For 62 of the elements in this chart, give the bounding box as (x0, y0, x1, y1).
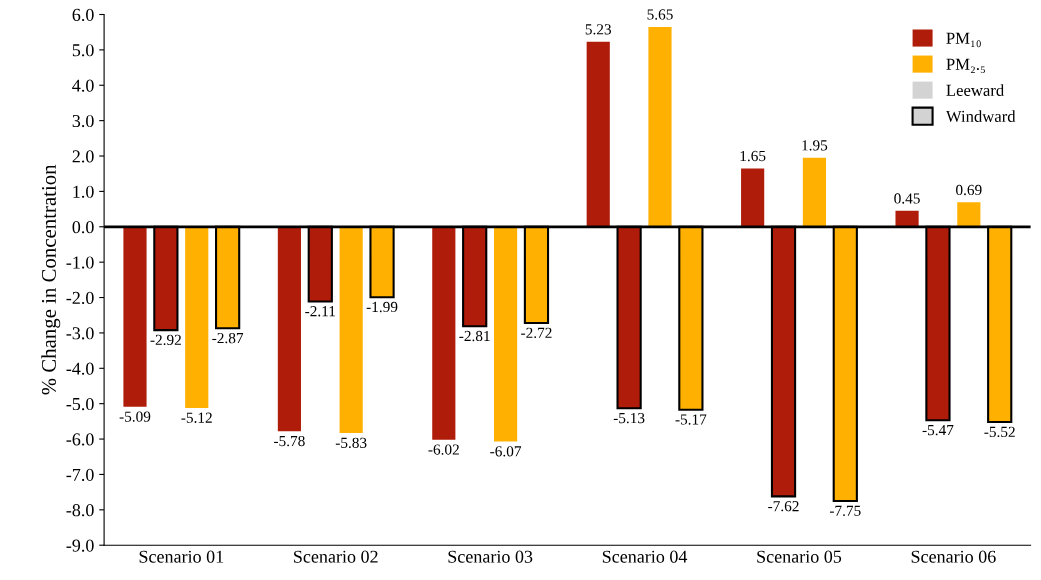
y-tick-label: -1.0 (66, 256, 94, 269)
bar (586, 41, 610, 227)
data-label: -5.78 (274, 435, 305, 447)
y-tick-label: 5.0 (72, 44, 94, 57)
data-label: 0.69 (956, 184, 982, 196)
data-label: -5.47 (922, 425, 954, 436)
data-label: 5.65 (647, 9, 673, 20)
data-label: -2.11 (305, 306, 335, 317)
bar (277, 226, 301, 432)
data-label: -2.81 (459, 330, 490, 342)
y-tick-label: -2.0 (66, 291, 94, 305)
x-tick-label: Scenario 05 (757, 550, 842, 563)
y-tick-label: -4.0 (66, 362, 94, 375)
bar (432, 226, 456, 440)
data-label: -6.02 (428, 444, 459, 455)
x-tick-label: Scenario 01 (139, 550, 224, 563)
bar (648, 26, 672, 227)
bar (802, 157, 826, 227)
y-tick-label: -6.0 (66, 433, 94, 446)
data-label: -7.62 (768, 501, 799, 512)
data-label: -1.99 (366, 301, 398, 313)
data-label: -5.17 (675, 414, 707, 425)
x-tick-label: Scenario 06 (911, 550, 996, 563)
y-axis-title: % Change in Concentration (41, 164, 61, 395)
y-tick-label: -9.0 (66, 539, 94, 552)
x-tick-label: Scenario 04 (602, 550, 688, 563)
y-tick-label: -7.0 (66, 468, 94, 481)
y-tick-label: -3.0 (66, 327, 94, 340)
y-tick-label: 6.0 (72, 8, 94, 22)
data-label: -5.09 (119, 411, 151, 422)
bar (185, 226, 209, 408)
annotation: Windward (945, 110, 1016, 123)
y-tick-label: 3.0 (72, 114, 94, 128)
bar (957, 202, 981, 227)
data-label: -5.13 (613, 412, 645, 424)
data-label: 1.65 (740, 150, 766, 162)
y-tick-label: -8.0 (66, 504, 94, 517)
bar (494, 226, 518, 442)
x-tick-label: Scenario 02 (294, 550, 378, 563)
x-tick-label: Scenario 03 (448, 550, 533, 563)
legend-label: PM₂.₅ (946, 58, 985, 74)
data-label: 1.95 (802, 140, 828, 151)
bar (741, 168, 765, 227)
annotation: Leeward (946, 84, 1004, 96)
legend-label: PM₁₀ (946, 32, 981, 48)
bar (339, 226, 363, 434)
data-label: 0.45 (894, 193, 920, 204)
data-label: -5.52 (984, 426, 1015, 438)
y-tick-label: 4.0 (72, 79, 94, 92)
y-tick-label: 1.0 (73, 185, 94, 198)
data-label: -5.12 (181, 412, 212, 423)
data-label: -2.87 (212, 332, 244, 344)
data-label: -2.72 (521, 327, 552, 338)
data-label: 5.23 (585, 24, 611, 35)
y-tick-label: 0.0 (72, 221, 94, 234)
bar (123, 226, 147, 407)
data-label: -7.75 (829, 505, 861, 516)
data-label: -2.92 (150, 334, 181, 346)
y-tick-label: 2.0 (72, 150, 94, 163)
data-label: -6.07 (490, 446, 522, 457)
data-label: -5.83 (335, 437, 367, 449)
y-tick-label: -5.0 (66, 397, 94, 411)
